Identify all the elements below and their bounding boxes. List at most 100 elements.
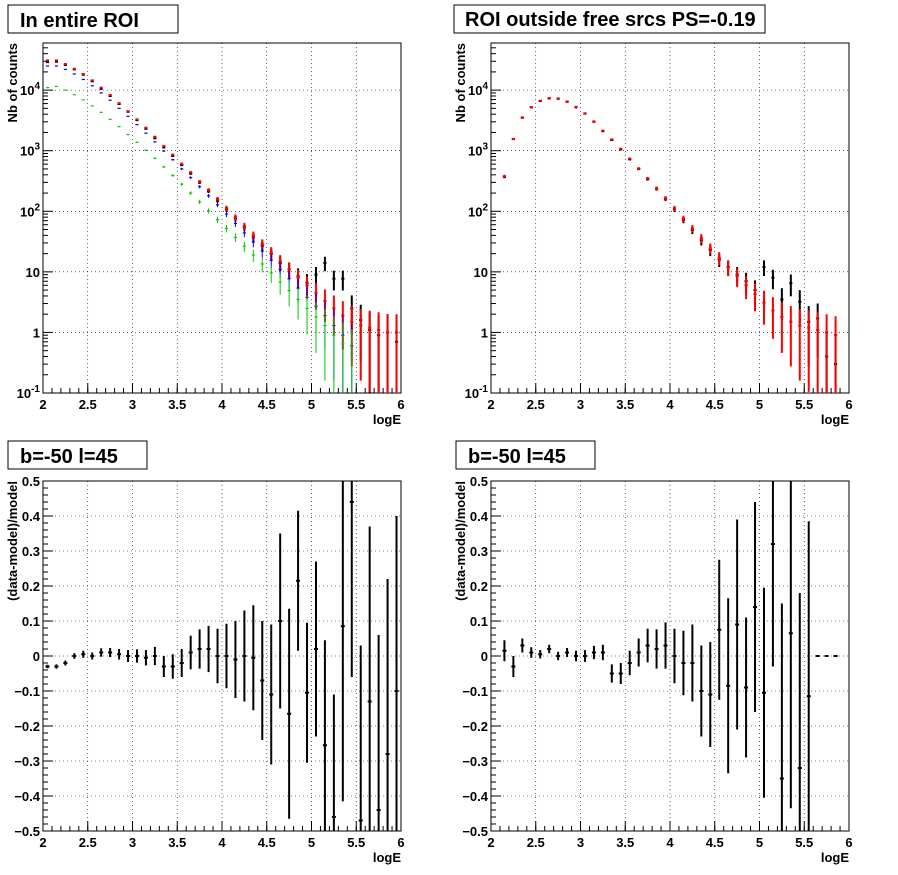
x-tick-label: 5.5 xyxy=(795,397,813,412)
data-point xyxy=(242,222,246,230)
data-point xyxy=(215,628,220,684)
data-point xyxy=(699,234,703,243)
x-tick-label: 5.5 xyxy=(347,835,365,850)
data-point xyxy=(609,664,614,683)
data-point xyxy=(251,249,255,262)
data-point xyxy=(646,176,650,180)
data-point xyxy=(260,621,265,740)
y-tick-label: −0.5 xyxy=(14,824,40,839)
data-point xyxy=(556,97,560,100)
data-point xyxy=(242,610,247,702)
data-point xyxy=(278,533,283,709)
data-point xyxy=(72,653,77,659)
data-point xyxy=(126,133,130,136)
data-point xyxy=(663,196,668,201)
y-tick-label: 102 xyxy=(20,202,40,219)
title-box xyxy=(7,440,148,470)
data-point xyxy=(162,165,166,169)
data-point xyxy=(690,624,695,702)
data-point xyxy=(600,644,605,661)
data-layer xyxy=(45,481,399,831)
data-point xyxy=(189,171,193,174)
data-point xyxy=(690,225,694,233)
data-point xyxy=(520,638,525,653)
data-point xyxy=(807,310,811,392)
data-point xyxy=(180,162,184,165)
data-point xyxy=(349,481,354,677)
data-point xyxy=(331,694,336,831)
y-axis-label: Nb of counts xyxy=(5,43,20,122)
data-point xyxy=(726,598,731,774)
data-point xyxy=(152,646,157,666)
data-point xyxy=(788,481,793,809)
y-tick-label: 0 xyxy=(33,649,40,664)
data-point xyxy=(81,99,85,101)
data-point xyxy=(538,99,542,102)
y-tick-label: 1 xyxy=(481,325,488,340)
data-point xyxy=(341,270,345,291)
x-tick-label: 2 xyxy=(39,397,46,412)
data-point xyxy=(206,625,211,673)
series-1 xyxy=(45,481,399,831)
data-point xyxy=(359,308,363,381)
x-tick-label: 3.5 xyxy=(168,397,186,412)
data-point xyxy=(610,138,614,141)
chart-title: In entire ROI xyxy=(20,10,139,32)
data-point xyxy=(108,118,112,120)
data-point xyxy=(233,621,238,698)
x-tick-label: 3.5 xyxy=(616,835,634,850)
y-axis-label: (data-model)/model xyxy=(5,481,20,601)
data-point xyxy=(394,516,399,831)
data-point xyxy=(547,97,551,100)
x-tick-label: 6 xyxy=(845,835,852,850)
data-point xyxy=(619,147,623,150)
data-point xyxy=(385,579,390,831)
data-point xyxy=(215,196,220,202)
data-point xyxy=(341,322,345,393)
data-point xyxy=(789,306,793,367)
data-point xyxy=(233,220,237,227)
y-tick-label: 10-1 xyxy=(17,384,41,401)
data-point xyxy=(189,176,193,180)
data-point xyxy=(305,295,309,335)
data-point xyxy=(323,308,327,381)
x-tick-label: 2 xyxy=(39,835,46,850)
data-point xyxy=(672,205,677,211)
data-point xyxy=(260,257,264,273)
data-point xyxy=(198,199,202,205)
data-point xyxy=(162,150,166,152)
data-point xyxy=(771,297,775,339)
data-point xyxy=(117,126,121,128)
data-point xyxy=(143,650,148,666)
data-point xyxy=(171,158,175,161)
data-point xyxy=(529,106,533,109)
data-point xyxy=(99,648,104,657)
data-point xyxy=(99,111,103,113)
data-point xyxy=(628,157,632,160)
data-point xyxy=(806,521,811,831)
data-point xyxy=(699,645,704,737)
data-point xyxy=(99,86,103,89)
data-point xyxy=(762,260,766,277)
data-point xyxy=(269,624,274,765)
data-point xyxy=(762,290,766,325)
x-tick-label: 4 xyxy=(666,397,674,412)
y-tick-label: 1 xyxy=(33,325,40,340)
data-point xyxy=(153,135,157,138)
data-point xyxy=(63,660,68,666)
x-tick-label: 5 xyxy=(308,835,315,850)
data-point xyxy=(197,629,202,669)
data-point xyxy=(771,269,775,290)
data-point xyxy=(162,146,166,149)
series-1 xyxy=(502,481,838,831)
data-point xyxy=(135,141,139,143)
data-point xyxy=(726,260,730,277)
data-point xyxy=(153,157,157,160)
data-point xyxy=(207,193,211,198)
x-tick-label: 2 xyxy=(487,397,494,412)
x-tick-label: 4.5 xyxy=(258,835,276,850)
title-box xyxy=(453,4,766,34)
x-tick-label: 4 xyxy=(218,835,226,850)
data-point xyxy=(126,650,131,662)
